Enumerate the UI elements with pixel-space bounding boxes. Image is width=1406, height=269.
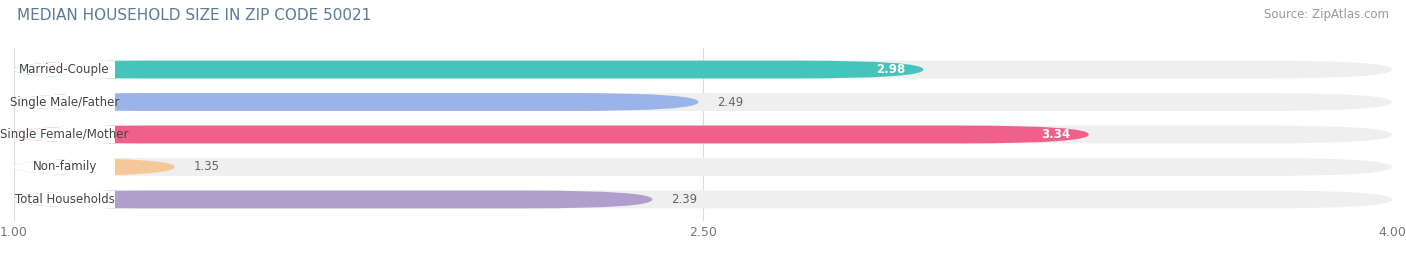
FancyBboxPatch shape xyxy=(14,126,1088,143)
FancyBboxPatch shape xyxy=(14,158,1392,176)
Text: 3.34: 3.34 xyxy=(1042,128,1070,141)
FancyBboxPatch shape xyxy=(14,93,1392,111)
FancyBboxPatch shape xyxy=(14,158,174,176)
Text: Single Female/Mother: Single Female/Mother xyxy=(0,128,129,141)
FancyBboxPatch shape xyxy=(0,126,141,143)
FancyBboxPatch shape xyxy=(14,93,699,111)
Text: 1.35: 1.35 xyxy=(193,161,219,174)
Text: 2.98: 2.98 xyxy=(876,63,905,76)
Text: MEDIAN HOUSEHOLD SIZE IN ZIP CODE 50021: MEDIAN HOUSEHOLD SIZE IN ZIP CODE 50021 xyxy=(17,8,371,23)
FancyBboxPatch shape xyxy=(0,93,141,111)
FancyBboxPatch shape xyxy=(14,61,1392,79)
Bar xyxy=(65,61,115,79)
Bar xyxy=(65,190,115,208)
Bar xyxy=(65,126,115,143)
Text: Married-Couple: Married-Couple xyxy=(20,63,110,76)
FancyBboxPatch shape xyxy=(14,190,1392,208)
Text: 2.39: 2.39 xyxy=(671,193,697,206)
FancyBboxPatch shape xyxy=(14,190,652,208)
Bar xyxy=(65,93,115,111)
FancyBboxPatch shape xyxy=(14,61,924,79)
Bar xyxy=(65,158,115,176)
Text: Single Male/Father: Single Male/Father xyxy=(10,95,120,108)
FancyBboxPatch shape xyxy=(0,158,141,176)
FancyBboxPatch shape xyxy=(14,126,1392,143)
Text: Source: ZipAtlas.com: Source: ZipAtlas.com xyxy=(1264,8,1389,21)
FancyBboxPatch shape xyxy=(0,190,141,208)
Text: Total Households: Total Households xyxy=(14,193,114,206)
FancyBboxPatch shape xyxy=(0,61,141,79)
Text: 2.49: 2.49 xyxy=(717,95,742,108)
Text: Non-family: Non-family xyxy=(32,161,97,174)
